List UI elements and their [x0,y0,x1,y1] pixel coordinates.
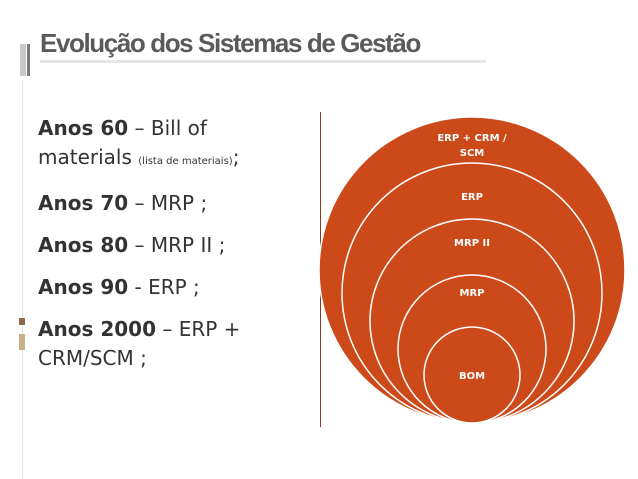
bullet-1-text-cont: materials [38,145,139,169]
bullet-2: Anos 70 – MRP ; [38,189,318,218]
bullet-1-note: (lista de materiais) [138,156,233,167]
bullet-1-year: Anos 60 [38,116,129,140]
bullet-2-text: – MRP ; [128,191,208,215]
label-erp-crm-scm-2: SCM [460,148,485,159]
bullet-5-text: – ERP + [156,317,241,341]
bullet-1-end: ; [232,145,240,169]
edge-decoration-block-2 [19,334,25,350]
bullet-5-line-2: CRM/SCM ; [38,344,318,373]
label-erp-crm-scm-1: ERP + CRM / [437,133,507,144]
edge-decoration-top-dark [27,44,30,76]
label-erp: ERP [461,192,483,203]
bullet-3-text: – MRP II ; [128,233,226,257]
label-mrp-ii: MRP II [454,238,490,249]
bullet-3: Anos 80 – MRP II ; [38,231,318,260]
title-underline [40,60,486,63]
bullet-4-year: Anos 90 [38,275,129,299]
bullet-5-text-cont: CRM/SCM ; [38,346,147,370]
bullet-5-line-1: Anos 2000 – ERP + [38,315,318,344]
circle-bom [423,326,521,424]
bullet-4: Anos 90 - ERP ; [38,273,318,302]
bullet-1-text: – Bill of [128,116,207,140]
bullet-1-line-1: Anos 60 – Bill of [38,114,318,143]
bullet-1-line-2: materials (lista de materiais); [38,143,318,176]
label-mrp: MRP [460,288,485,299]
bullet-4-text: - ERP ; [128,275,200,299]
slide-title: Evolução dos Sistemas de Gestão [40,28,421,58]
bullet-5-year: Anos 2000 [38,317,156,341]
bullet-3-year: Anos 80 [38,233,129,257]
edge-decoration-block-1 [19,318,25,325]
edge-decoration-top [20,44,26,76]
edge-decoration-line [22,80,23,479]
bullet-list: Anos 60 – Bill of materials (lista de ma… [38,114,318,373]
nested-circles-diagram: ERP + CRM / SCM ERP MRP II MRP BOM [318,116,626,424]
label-bom: BOM [459,371,485,382]
bullet-2-year: Anos 70 [38,191,129,215]
